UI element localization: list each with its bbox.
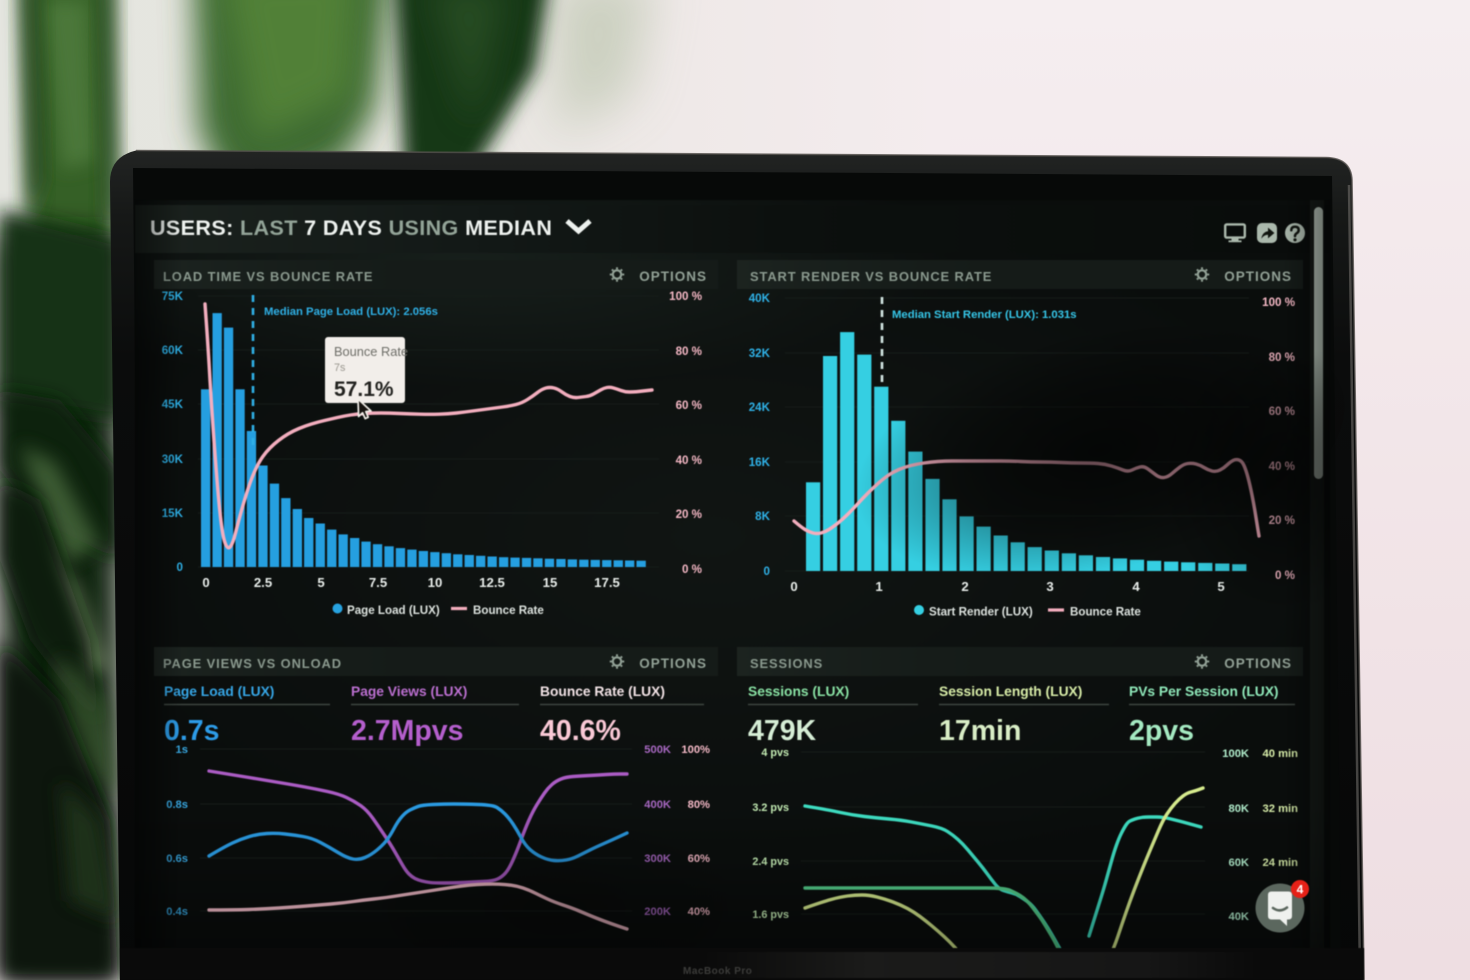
svg-text:10: 10 — [428, 575, 443, 590]
svg-text:7.5: 7.5 — [369, 575, 387, 590]
svg-text:Start Render (LUX): Start Render (LUX) — [929, 606, 1033, 619]
svg-text:Page Views (LUX): Page Views (LUX) — [351, 684, 467, 699]
svg-text:75K: 75K — [162, 290, 184, 303]
svg-text:Session Length (LUX): Session Length (LUX) — [939, 684, 1082, 699]
svg-text:0.7s: 0.7s — [164, 715, 219, 747]
svg-text:15K: 15K — [162, 507, 184, 520]
svg-text:17.5: 17.5 — [594, 575, 620, 590]
svg-text:60%: 60% — [688, 853, 710, 865]
svg-text:60K: 60K — [162, 344, 184, 357]
svg-text:32K: 32K — [749, 347, 771, 360]
svg-text:Median Page Load (LUX): 2.056s: Median Page Load (LUX): 2.056s — [264, 306, 438, 318]
svg-text:Bounce Rate (LUX): Bounce Rate (LUX) — [540, 684, 665, 699]
svg-text:200K: 200K — [644, 906, 671, 918]
svg-text:80 %: 80 % — [676, 345, 702, 358]
svg-text:0.8s: 0.8s — [166, 799, 188, 811]
svg-text:OPTIONS: OPTIONS — [639, 269, 707, 284]
svg-text:Bounce Rate: Bounce Rate — [473, 604, 544, 617]
svg-text:24K: 24K — [749, 401, 771, 414]
svg-text:0.6s: 0.6s — [166, 853, 188, 865]
svg-text:LOAD TIME VS BOUNCE RATE: LOAD TIME VS BOUNCE RATE — [163, 269, 373, 284]
svg-text:17min: 17min — [939, 715, 1021, 747]
svg-text:20 %: 20 % — [1269, 514, 1295, 527]
svg-text:32 min: 32 min — [1263, 803, 1299, 815]
svg-text:30K: 30K — [162, 453, 184, 466]
svg-text:0.4s: 0.4s — [166, 906, 188, 918]
svg-text:479K: 479K — [748, 715, 817, 747]
svg-text:45K: 45K — [162, 398, 184, 411]
svg-text:0 %: 0 % — [1275, 569, 1295, 582]
svg-text:40K: 40K — [749, 292, 771, 305]
svg-text:Bounce Rate: Bounce Rate — [334, 344, 408, 359]
svg-text:60 %: 60 % — [676, 399, 702, 412]
svg-text:4: 4 — [1297, 883, 1304, 897]
svg-text:Page Load (LUX): Page Load (LUX) — [164, 684, 274, 699]
svg-text:300K: 300K — [644, 853, 671, 865]
svg-text:Median Start Render (LUX): 1.0: Median Start Render (LUX): 1.031s — [892, 309, 1077, 321]
svg-text:7s: 7s — [334, 362, 346, 374]
svg-text:3: 3 — [1046, 579, 1053, 594]
svg-text:1: 1 — [875, 579, 882, 594]
svg-text:1s: 1s — [176, 744, 188, 756]
svg-text:40.6%: 40.6% — [540, 715, 621, 747]
svg-text:8K: 8K — [755, 510, 770, 523]
svg-text:OPTIONS: OPTIONS — [639, 656, 707, 671]
svg-text:100 %: 100 % — [669, 290, 702, 303]
svg-text:3.2 pvs: 3.2 pvs — [752, 802, 789, 814]
svg-text:20 %: 20 % — [676, 508, 702, 521]
svg-text:SESSIONS: SESSIONS — [750, 656, 823, 671]
svg-text:Bounce Rate: Bounce Rate — [1070, 606, 1141, 619]
svg-text:4: 4 — [1132, 579, 1140, 594]
svg-text:4 pvs: 4 pvs — [761, 747, 789, 759]
svg-text:1.6 pvs: 1.6 pvs — [752, 909, 789, 921]
svg-text:40K: 40K — [1228, 911, 1249, 923]
svg-text:Sessions (LUX): Sessions (LUX) — [748, 684, 849, 699]
svg-text:80 %: 80 % — [1269, 351, 1295, 364]
svg-text:0: 0 — [764, 565, 770, 578]
svg-text:0: 0 — [177, 561, 183, 574]
svg-text:40 %: 40 % — [1269, 460, 1295, 473]
svg-text:100K: 100K — [1222, 748, 1249, 760]
svg-text:16K: 16K — [749, 456, 771, 469]
svg-text:5: 5 — [317, 575, 324, 590]
svg-text:100 %: 100 % — [1262, 296, 1295, 309]
svg-text:40 %: 40 % — [676, 454, 702, 467]
svg-text:2: 2 — [961, 579, 968, 594]
svg-text:2.4 pvs: 2.4 pvs — [752, 856, 789, 868]
svg-text:60K: 60K — [1228, 857, 1249, 869]
svg-text:OPTIONS: OPTIONS — [1224, 656, 1292, 671]
svg-text:24 min: 24 min — [1263, 857, 1299, 869]
svg-text:57.1%: 57.1% — [334, 378, 394, 401]
svg-text:60 %: 60 % — [1269, 405, 1295, 418]
svg-text:80%: 80% — [688, 799, 710, 811]
svg-text:OPTIONS: OPTIONS — [1224, 269, 1292, 284]
svg-text:12.5: 12.5 — [479, 575, 505, 590]
svg-text:400K: 400K — [644, 799, 671, 811]
svg-text:5: 5 — [1217, 579, 1224, 594]
svg-text:80K: 80K — [1228, 803, 1249, 815]
svg-text:0: 0 — [790, 579, 797, 594]
svg-text:START RENDER VS BOUNCE RATE: START RENDER VS BOUNCE RATE — [750, 269, 992, 284]
svg-text:40%: 40% — [688, 906, 710, 918]
svg-text:40 min: 40 min — [1263, 748, 1299, 760]
svg-text:PVs Per Session (LUX): PVs Per Session (LUX) — [1129, 684, 1279, 699]
svg-text:0: 0 — [202, 575, 209, 590]
svg-text:2.5: 2.5 — [254, 575, 272, 590]
svg-text:100%: 100% — [681, 744, 710, 756]
svg-text:500K: 500K — [644, 744, 671, 756]
svg-text:2pvs: 2pvs — [1129, 715, 1194, 747]
svg-text:0 %: 0 % — [682, 563, 702, 576]
svg-text:Page Load (LUX): Page Load (LUX) — [347, 604, 440, 617]
svg-text:15: 15 — [543, 575, 558, 590]
svg-text:PAGE VIEWS VS ONLOAD: PAGE VIEWS VS ONLOAD — [163, 656, 342, 671]
svg-text:2.7Mpvs: 2.7Mpvs — [351, 715, 463, 747]
